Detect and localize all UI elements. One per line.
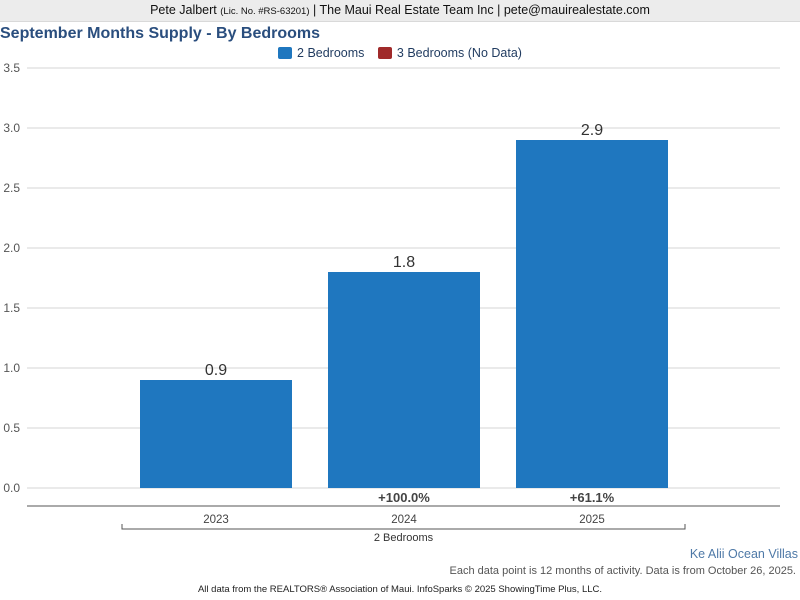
x-tick-label: 2024 (391, 514, 417, 526)
data-note: Each data point is 12 months of activity… (449, 565, 796, 577)
bar-value-label: 0.9 (205, 362, 227, 379)
location-label[interactable]: Ke Alii Ocean Villas (689, 547, 798, 561)
legend-item-3-bedrooms[interactable]: 3 Bedrooms (No Data) (377, 46, 522, 60)
percent-change-label: +100.0% (378, 490, 430, 505)
y-tick-label: 2.0 (3, 241, 20, 255)
y-tick-label: 0.5 (3, 421, 20, 435)
x-tick-label: 2025 (579, 514, 605, 526)
group-bracket (121, 524, 686, 530)
bar[interactable] (516, 140, 668, 488)
legend-swatch-3-bedrooms (377, 47, 392, 59)
source-footer: All data from the REALTORS® Association … (197, 584, 603, 595)
y-tick-label: 3.5 (3, 61, 20, 75)
group-label: 2 Bedrooms (374, 532, 434, 544)
legend-item-2-bedrooms[interactable]: 2 Bedrooms (278, 46, 364, 60)
chart-legend: 2 Bedrooms 3 Bedrooms (No Data) (0, 46, 800, 62)
legend-label-3-bedrooms: 3 Bedrooms (No Data) (396, 46, 522, 60)
bar-value-label: 2.9 (581, 122, 603, 139)
bar-value-label: 1.8 (393, 254, 415, 271)
license-number: (Lic. No. #RS-63201) (220, 6, 310, 17)
y-tick-label: 0.0 (3, 481, 20, 495)
legend-label-2-bedrooms: 2 Bedrooms (297, 46, 365, 60)
percent-change-label: +61.1% (570, 490, 615, 505)
y-tick-label: 1.5 (3, 301, 20, 315)
x-tick-label: 2023 (203, 514, 229, 526)
agent-name: Pete Jalbert (150, 3, 217, 17)
bar[interactable] (140, 380, 292, 488)
y-tick-label: 2.5 (3, 181, 20, 195)
company-email: | The Maui Real Estate Team Inc | pete@m… (312, 3, 650, 17)
bar[interactable] (328, 272, 480, 488)
legend-swatch-2-bedrooms (278, 47, 293, 59)
chart-title: September Months Supply - By Bedrooms (0, 25, 321, 42)
y-tick-label: 3.0 (3, 121, 20, 135)
y-tick-label: 1.0 (3, 361, 20, 375)
header-bar: Pete Jalbert (Lic. No. #RS-63201) | The … (0, 0, 800, 22)
